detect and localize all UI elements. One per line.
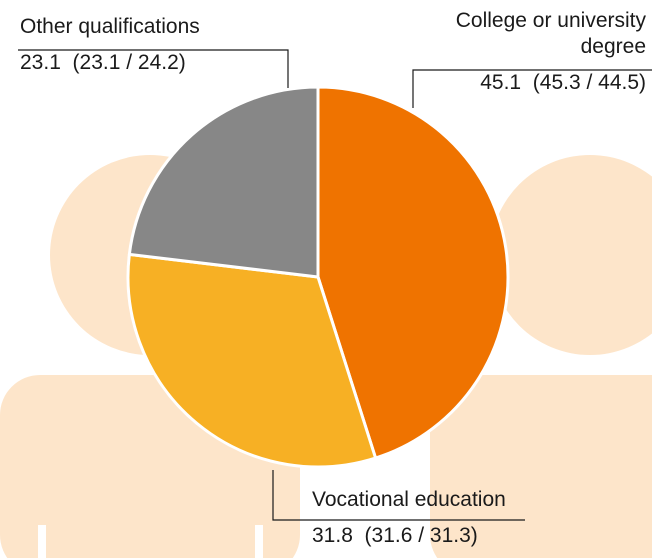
pie-slice bbox=[316, 85, 510, 460]
category-label: Other qualifications bbox=[20, 15, 200, 38]
label-vocational: Vocational education 31.8 (31.6 / 31.3) bbox=[312, 487, 506, 549]
category-label: College or university degree bbox=[455, 9, 646, 58]
comparison-label: (23.1 / 24.2) bbox=[72, 51, 186, 74]
label-college: College or university degree 45.1 (45.3 … bbox=[416, 8, 646, 96]
value-label: 45.1 bbox=[480, 71, 522, 94]
category-label: Vocational education bbox=[312, 488, 506, 511]
value-label: 23.1 bbox=[20, 51, 61, 74]
comparison-label: (45.3 / 44.5) bbox=[532, 71, 646, 94]
value-label: 31.8 bbox=[312, 524, 353, 547]
leader-lines bbox=[18, 49, 652, 521]
comparison-label: (31.6 / 31.3) bbox=[364, 524, 478, 547]
pie-slice bbox=[126, 252, 378, 469]
pie-slice bbox=[127, 85, 320, 279]
label-other: Other qualifications 23.1 (23.1 / 24.2) bbox=[20, 14, 200, 76]
pie bbox=[126, 85, 510, 469]
